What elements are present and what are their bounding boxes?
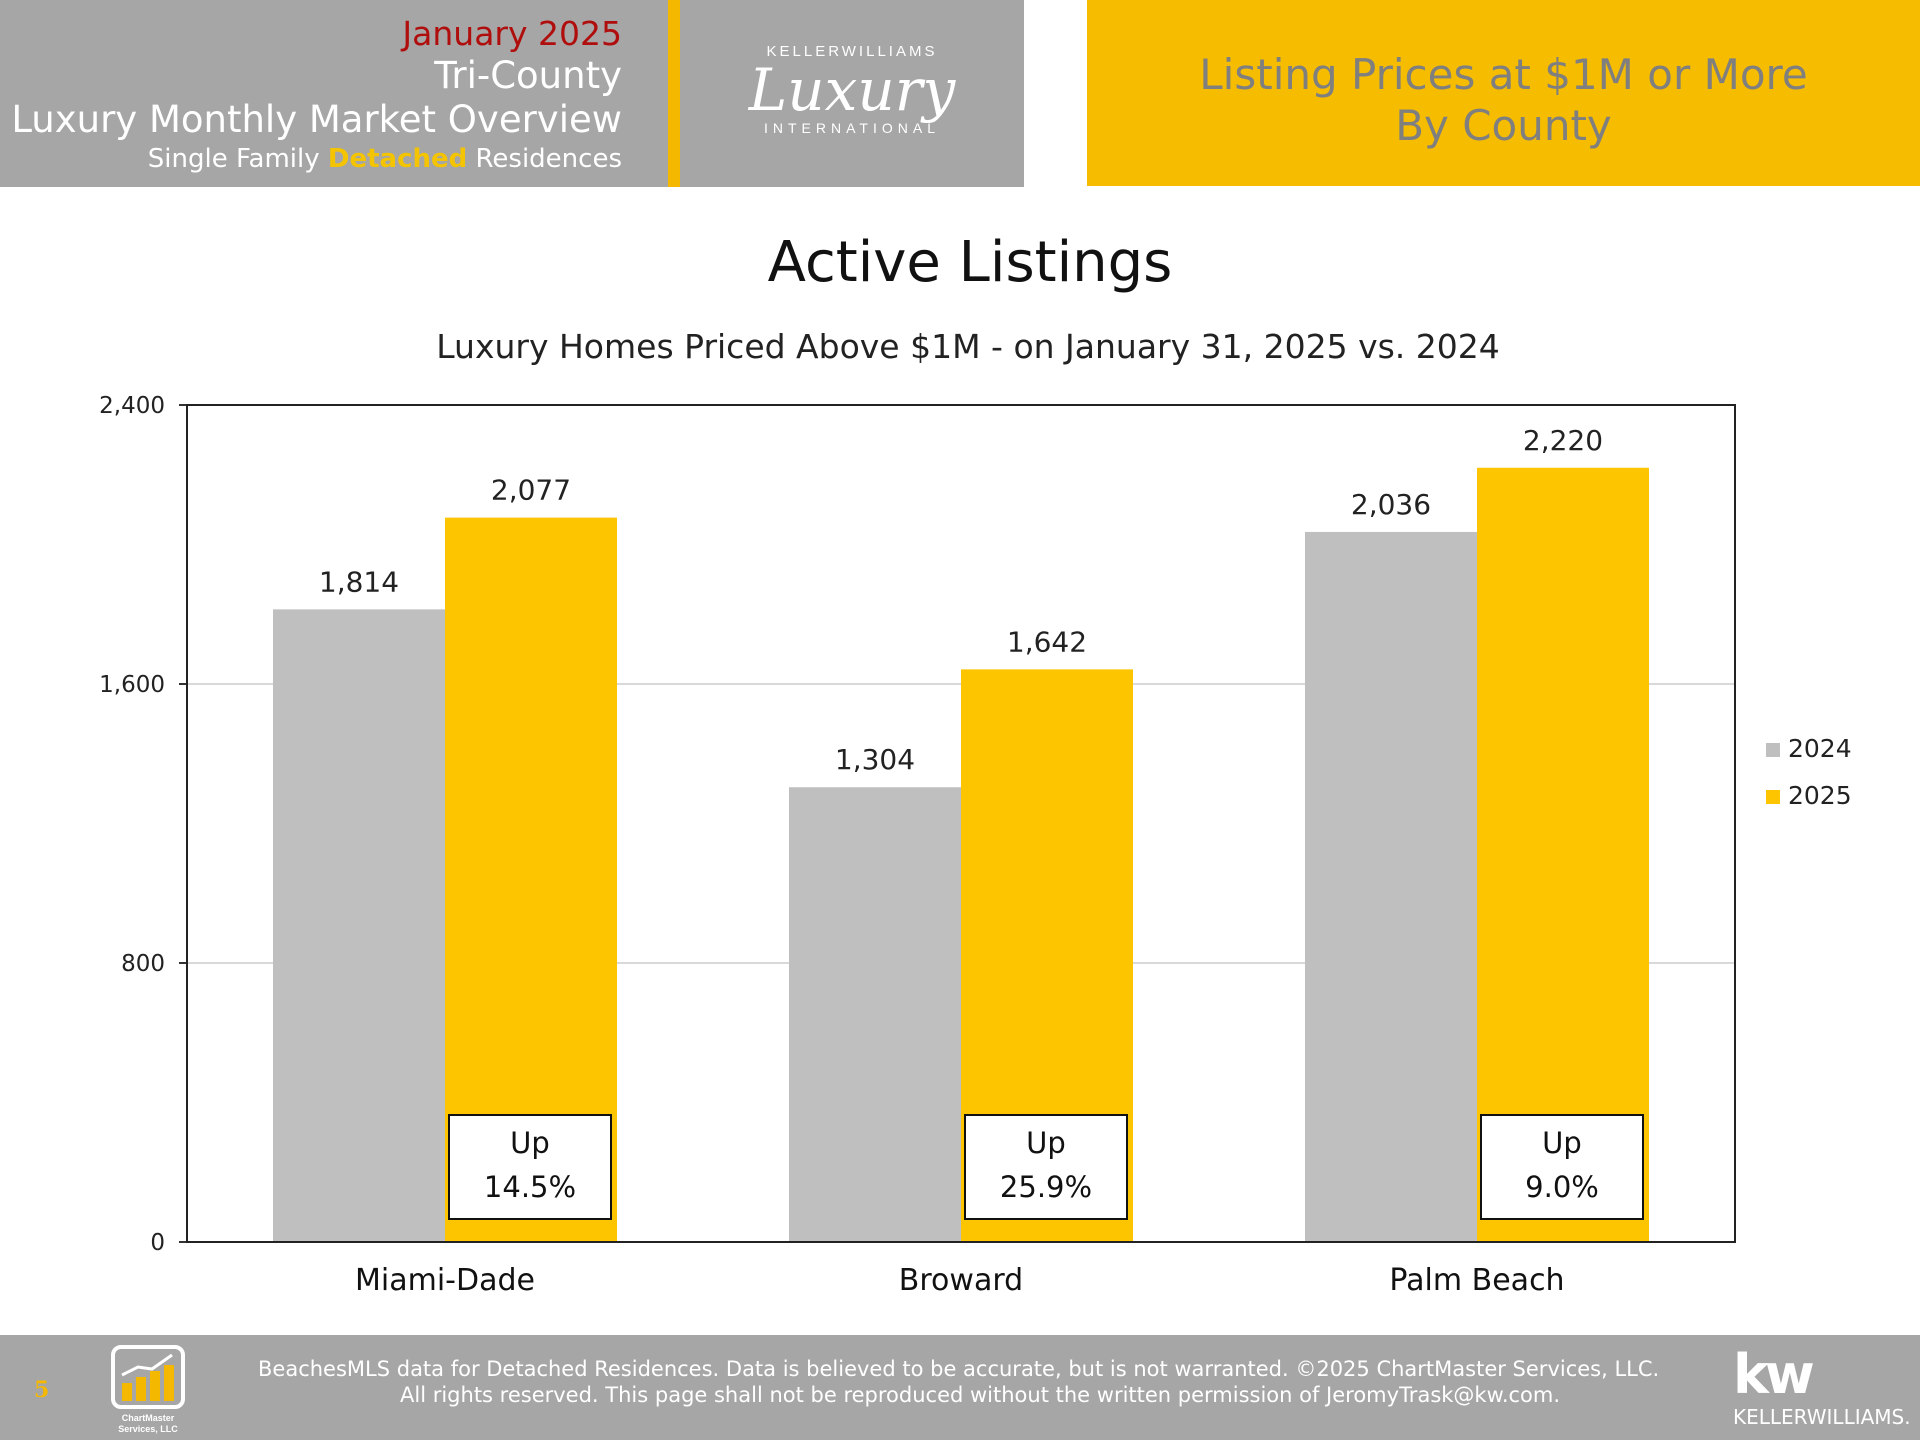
bar [789, 787, 961, 1242]
data-label: 2,036 [1351, 488, 1431, 521]
x-tick-label: Broward [899, 1263, 1023, 1298]
disclaimer-line-2: All rights reserved. This page shall not… [400, 1383, 1561, 1407]
plot-frame [186, 404, 1736, 1243]
bar [1477, 467, 1649, 1242]
svg-text:INTERNATIONAL: INTERNATIONAL [764, 120, 940, 136]
y-tick-label: 800 [121, 951, 165, 977]
header-stripe [668, 0, 680, 187]
callout-direction: Up [1542, 1126, 1582, 1160]
x-tick-label: Palm Beach [1389, 1263, 1564, 1298]
data-label: 2,077 [491, 474, 571, 507]
callout-direction: Up [1026, 1126, 1066, 1160]
svg-text:KELLERWILLIAMS: KELLERWILLIAMS [767, 43, 938, 60]
legend-label: 2024 [1788, 734, 1852, 763]
kw-luxury-logo: KELLERWILLIAMS Luxury INTERNATIONAL [680, 0, 1024, 187]
chart-subtitle: Luxury Homes Priced Above $1M - on Janua… [436, 327, 1500, 366]
kw-logo-name: KELLERWILLIAMS. [1733, 1405, 1911, 1429]
header-title-panel: January 2025 Tri-County Luxury Monthly M… [0, 0, 668, 187]
topic-line-1: Listing Prices at $1M or More [1199, 50, 1808, 99]
change-callout [1480, 1114, 1644, 1220]
y-tick-label: 2,400 [99, 393, 165, 419]
change-callout [448, 1114, 612, 1220]
callout-percent: 25.9% [1000, 1170, 1092, 1204]
svg-text:ChartMaster: ChartMaster [122, 1413, 175, 1423]
report-subtitle: Single Family Detached Residences [147, 144, 622, 174]
bar-chart: 0 800 1,600 2,400 1,814 2,077 Miami-Dade Up 14.5… [99, 393, 1852, 1298]
legend-label: 2025 [1788, 781, 1852, 810]
data-label: 2,220 [1523, 424, 1603, 457]
data-label: 1,304 [835, 743, 915, 776]
chart-title: Active Listings [767, 230, 1173, 295]
kw-logo-mark: kw [1733, 1343, 1815, 1406]
legend-swatch [1766, 743, 1780, 757]
header-topic-panel: Listing Prices at $1M or More By County [1087, 0, 1920, 186]
page-number: 5 [34, 1377, 50, 1403]
svg-text:Services, LLC: Services, LLC [118, 1424, 178, 1434]
x-tick-label: Miami-Dade [355, 1263, 535, 1298]
change-callout [964, 1114, 1128, 1220]
y-tick-label: 1,600 [99, 672, 165, 698]
bar [1305, 531, 1477, 1242]
report-month: January 2025 [402, 14, 622, 53]
bar [273, 609, 445, 1242]
callout-percent: 14.5% [484, 1170, 576, 1204]
y-tick-label: 0 [150, 1230, 165, 1256]
footer: 5 ChartMaster Services, LLC BeachesMLS d… [0, 1335, 1920, 1440]
report-title: Luxury Monthly Market Overview [11, 98, 622, 141]
subtitle-accent: Detached [327, 144, 468, 174]
callout-percent: 9.0% [1525, 1170, 1599, 1204]
callout-direction: Up [510, 1126, 550, 1160]
svg-text:Luxury: Luxury [748, 56, 957, 124]
report-region: Tri-County [434, 54, 622, 97]
data-label: 1,814 [319, 565, 399, 598]
topic-line-2: By County [1395, 101, 1612, 150]
disclaimer-line-1: BeachesMLS data for Detached Residences.… [258, 1357, 1660, 1381]
legend-swatch [1766, 790, 1780, 804]
data-label: 1,642 [1007, 625, 1087, 658]
chartmaster-logo: ChartMaster Services, LLC [111, 1345, 185, 1434]
